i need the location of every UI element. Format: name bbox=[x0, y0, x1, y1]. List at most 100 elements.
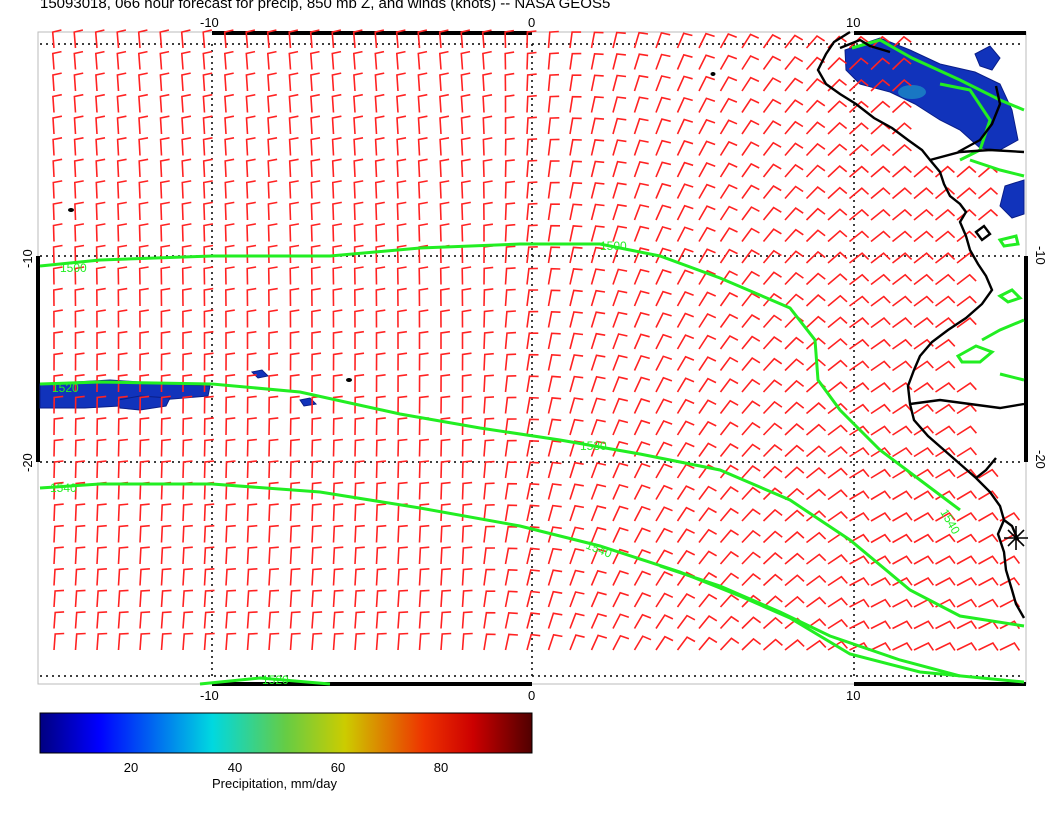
wind-barb bbox=[461, 524, 473, 543]
wind-barb bbox=[202, 115, 213, 135]
wind-barb bbox=[375, 589, 387, 608]
wind-barb bbox=[352, 29, 363, 49]
y-tick-right: -20 bbox=[1033, 450, 1048, 469]
wind-barb bbox=[806, 596, 827, 608]
wind-barb bbox=[569, 569, 585, 586]
wind-barb bbox=[676, 118, 694, 135]
wind-barb bbox=[569, 375, 584, 393]
wind-barb bbox=[311, 524, 322, 543]
precip-patch bbox=[250, 369, 270, 379]
wind-barb bbox=[138, 201, 149, 221]
wind-barb bbox=[246, 287, 257, 307]
wind-barb bbox=[138, 180, 149, 199]
wind-barb bbox=[332, 611, 344, 629]
wind-barb bbox=[74, 352, 85, 371]
wind-barb bbox=[935, 360, 956, 372]
wind-barb bbox=[849, 576, 870, 587]
wind-barb bbox=[332, 589, 344, 608]
wind-barb bbox=[159, 29, 170, 49]
wind-barb bbox=[569, 591, 585, 608]
wind-barb bbox=[74, 524, 86, 543]
wind-barb bbox=[762, 77, 782, 92]
wind-barb bbox=[117, 223, 128, 242]
wind-barb bbox=[698, 377, 717, 393]
wind-barb bbox=[374, 93, 385, 113]
wind-barb bbox=[53, 438, 64, 457]
wind-barb bbox=[805, 423, 827, 436]
wind-barb bbox=[418, 266, 429, 285]
wind-barb bbox=[289, 481, 301, 500]
wind-barb bbox=[203, 503, 215, 522]
wind-barb bbox=[332, 546, 344, 565]
wind-barb bbox=[719, 594, 740, 608]
wind-barb bbox=[827, 359, 848, 372]
wind-barb bbox=[182, 524, 193, 543]
wind-barb bbox=[461, 309, 472, 328]
wind-barb bbox=[159, 158, 170, 178]
wind-barb bbox=[762, 33, 782, 49]
colorbar-tick: 20 bbox=[123, 760, 139, 775]
wind-barb bbox=[569, 461, 584, 479]
wind-barb bbox=[612, 74, 627, 92]
wind-barb bbox=[116, 72, 127, 92]
wind-barb bbox=[633, 354, 650, 371]
wind-barb bbox=[181, 287, 192, 307]
wind-barb bbox=[935, 403, 956, 415]
wind-barb bbox=[160, 201, 170, 221]
wind-barb bbox=[655, 225, 672, 242]
wind-barb bbox=[310, 223, 321, 242]
wind-barb bbox=[310, 93, 320, 113]
wind-barb bbox=[762, 336, 783, 350]
wind-barb bbox=[268, 589, 280, 608]
wind-barb bbox=[96, 352, 107, 371]
wind-barb bbox=[827, 78, 847, 92]
wind-barb bbox=[934, 187, 956, 200]
wind-barb bbox=[375, 201, 385, 221]
wind-barb bbox=[999, 555, 1021, 565]
wind-barb bbox=[483, 331, 494, 350]
wind-barb bbox=[353, 201, 364, 221]
wind-barb bbox=[590, 505, 607, 522]
wind-barb bbox=[741, 616, 762, 630]
wind-barb bbox=[117, 330, 128, 349]
wind-barb bbox=[784, 271, 804, 286]
wind-barb bbox=[741, 573, 761, 587]
wind-barb bbox=[203, 266, 214, 285]
wind-barb bbox=[95, 158, 106, 178]
wind-barb bbox=[440, 524, 451, 543]
contour-label: 1520 bbox=[262, 673, 289, 687]
wind-barb bbox=[159, 72, 170, 92]
wind-barb bbox=[309, 50, 320, 70]
contour-1520-b bbox=[199, 676, 331, 686]
wind-barb bbox=[655, 549, 674, 565]
wind-barb bbox=[784, 595, 805, 608]
wind-barb bbox=[956, 555, 978, 565]
wind-barb bbox=[655, 441, 673, 457]
wind-barb bbox=[612, 570, 629, 586]
wind-barb bbox=[354, 481, 365, 500]
wind-barb bbox=[849, 555, 870, 565]
wind-barb bbox=[784, 531, 805, 544]
wind-barb bbox=[633, 462, 651, 479]
contour-north-c bbox=[969, 158, 1025, 178]
wind-barb bbox=[374, 29, 385, 49]
wind-barb bbox=[935, 338, 956, 350]
wind-barb bbox=[331, 137, 342, 156]
wind-barb bbox=[160, 589, 172, 608]
wind-barb bbox=[418, 460, 430, 479]
wind-barb bbox=[633, 527, 651, 543]
wind-barb bbox=[225, 330, 236, 349]
wind-barb bbox=[460, 50, 471, 70]
wind-barb bbox=[418, 309, 429, 328]
wind-barb bbox=[138, 115, 149, 135]
wind-barb bbox=[676, 420, 695, 436]
wind-barb bbox=[246, 330, 257, 349]
wind-barb bbox=[203, 374, 214, 393]
wind-barb bbox=[482, 180, 493, 199]
wind-barb bbox=[741, 227, 760, 242]
wind-barb bbox=[913, 425, 935, 436]
wind-barb bbox=[935, 555, 956, 565]
wind-barb bbox=[698, 162, 716, 178]
wind-barb bbox=[246, 223, 257, 242]
wind-barb bbox=[849, 620, 870, 630]
